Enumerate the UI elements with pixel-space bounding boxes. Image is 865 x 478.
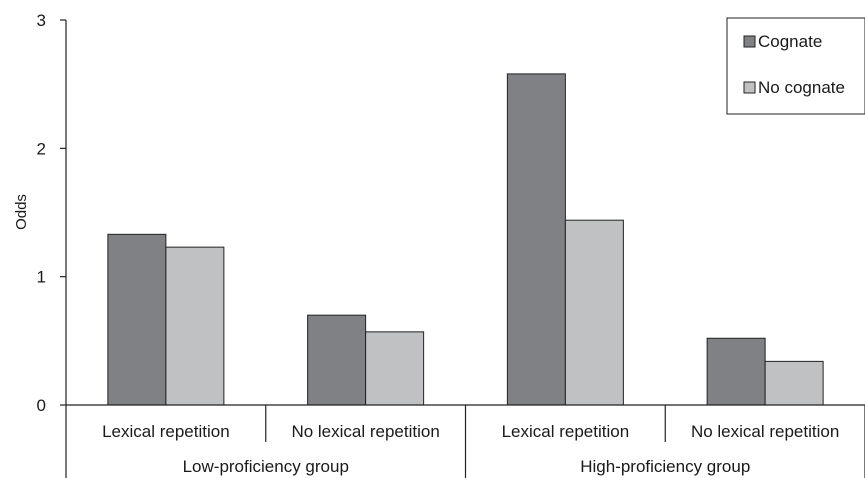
bar-cognate <box>107 233 167 406</box>
bar-no-cognate <box>365 331 425 406</box>
legend-swatch <box>743 81 756 94</box>
bar-no-cognate <box>165 246 225 406</box>
x-category-label: No lexical repetition <box>691 422 839 441</box>
x-category-label: Lexical repetition <box>502 422 630 441</box>
bar-cognate <box>506 73 566 406</box>
legend-swatch <box>743 35 756 48</box>
y-tick-label: 0 <box>37 396 46 415</box>
y-axis: 0 1 2 3 <box>37 11 67 415</box>
bar-cognate <box>706 337 766 406</box>
x-group-label: High-proficiency group <box>580 457 750 476</box>
x-axis: Lexical repetition No lexical repetition L… <box>65 404 865 478</box>
legend-label: No cognate <box>758 78 845 97</box>
legend-box <box>726 17 865 115</box>
bar-cognate <box>307 314 367 406</box>
bar-no-cognate <box>764 360 824 406</box>
x-category-label: Lexical repetition <box>102 422 230 441</box>
y-tick-label: 3 <box>37 11 46 30</box>
legend: Cognate No cognate <box>726 17 865 115</box>
y-tick-label: 1 <box>37 268 46 287</box>
x-group-label: Low-proficiency group <box>183 457 349 476</box>
y-tick-label: 2 <box>37 139 46 158</box>
x-category-label: No lexical repetition <box>291 422 439 441</box>
y-axis-title: Odds <box>13 194 30 230</box>
legend-label: Cognate <box>758 32 822 51</box>
bar-no-cognate <box>564 219 624 406</box>
bars <box>107 73 824 406</box>
